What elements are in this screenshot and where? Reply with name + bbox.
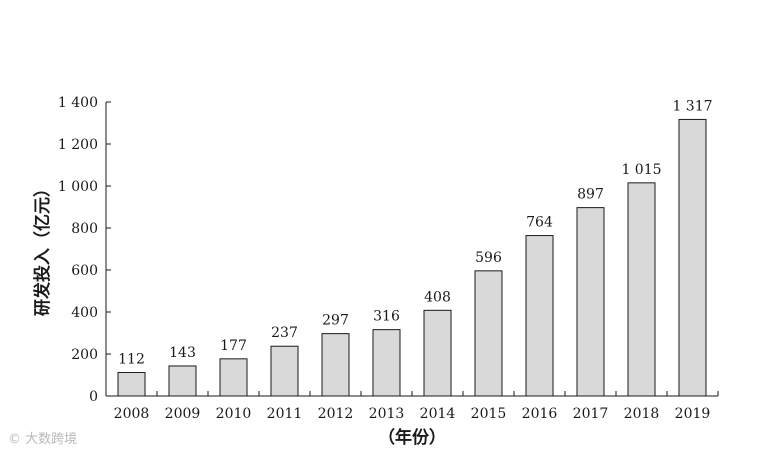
- data-label: 297: [322, 313, 349, 329]
- value-labels: 112 143 177 237 297 316 408 596 764 897 1 015 1 317: [118, 98, 712, 367]
- bar-2014: [423, 309, 452, 397]
- x-tick-label: 2012: [318, 406, 354, 422]
- y-tick-label: 0: [89, 389, 98, 405]
- data-label: 596: [475, 250, 502, 266]
- x-tick-label: 2011: [267, 406, 303, 422]
- y-tick-label: 600: [71, 263, 98, 279]
- bar-2016: [525, 235, 554, 397]
- y-tick-label: 1 000: [58, 179, 98, 195]
- x-tick-label: 2018: [624, 406, 660, 422]
- data-label: 764: [526, 215, 553, 231]
- data-label: 177: [220, 338, 247, 354]
- x-tick-label: 2014: [420, 406, 456, 422]
- x-tick-label: 2010: [216, 406, 252, 422]
- bar-2009: [168, 365, 197, 397]
- data-label: 1 317: [672, 98, 712, 114]
- bar-2013: [372, 329, 401, 397]
- y-tick-label: 800: [71, 221, 98, 237]
- y-axis-title: 研发投入（亿元）: [32, 180, 53, 316]
- x-tick-label: 2008: [114, 406, 150, 422]
- bar-2010: [219, 358, 248, 397]
- data-label: 143: [169, 345, 196, 361]
- bar-2017: [576, 207, 605, 397]
- x-tick-label: 2019: [675, 406, 711, 422]
- x-tick-label: 2013: [369, 406, 405, 422]
- x-axis-title: （年份）: [378, 427, 446, 448]
- data-label: 1 015: [621, 162, 661, 178]
- bar-2018: [627, 182, 656, 397]
- bar-2012: [321, 333, 350, 397]
- y-tick-label: 1 200: [58, 137, 98, 153]
- bar-2019: [678, 118, 707, 397]
- data-label: 112: [118, 351, 145, 367]
- data-label: 237: [271, 325, 298, 341]
- y-tick-label: 1 400: [58, 95, 98, 111]
- bar-2008: [117, 371, 146, 397]
- bar-2011: [270, 345, 299, 397]
- bar-2015: [474, 270, 503, 397]
- y-tick-label: 200: [71, 347, 98, 363]
- data-label: 408: [424, 289, 451, 305]
- bars: [117, 118, 707, 397]
- y-tick-label: 400: [71, 305, 98, 321]
- y-axis: 0 200 400 600 800 1 000 1 200 1 400: [58, 95, 111, 405]
- data-label: 897: [577, 187, 604, 203]
- x-axis: 2008 2009 2010 2011 2012 2013 2014 2015 2016 2017…: [105, 391, 719, 422]
- x-tick-label: 2016: [522, 406, 558, 422]
- x-tick-label: 2017: [573, 406, 609, 422]
- data-label: 316: [373, 309, 400, 325]
- x-tick-label: 2015: [471, 406, 507, 422]
- watermark: © 大数跨境: [8, 432, 78, 447]
- x-tick-label: 2009: [165, 406, 201, 422]
